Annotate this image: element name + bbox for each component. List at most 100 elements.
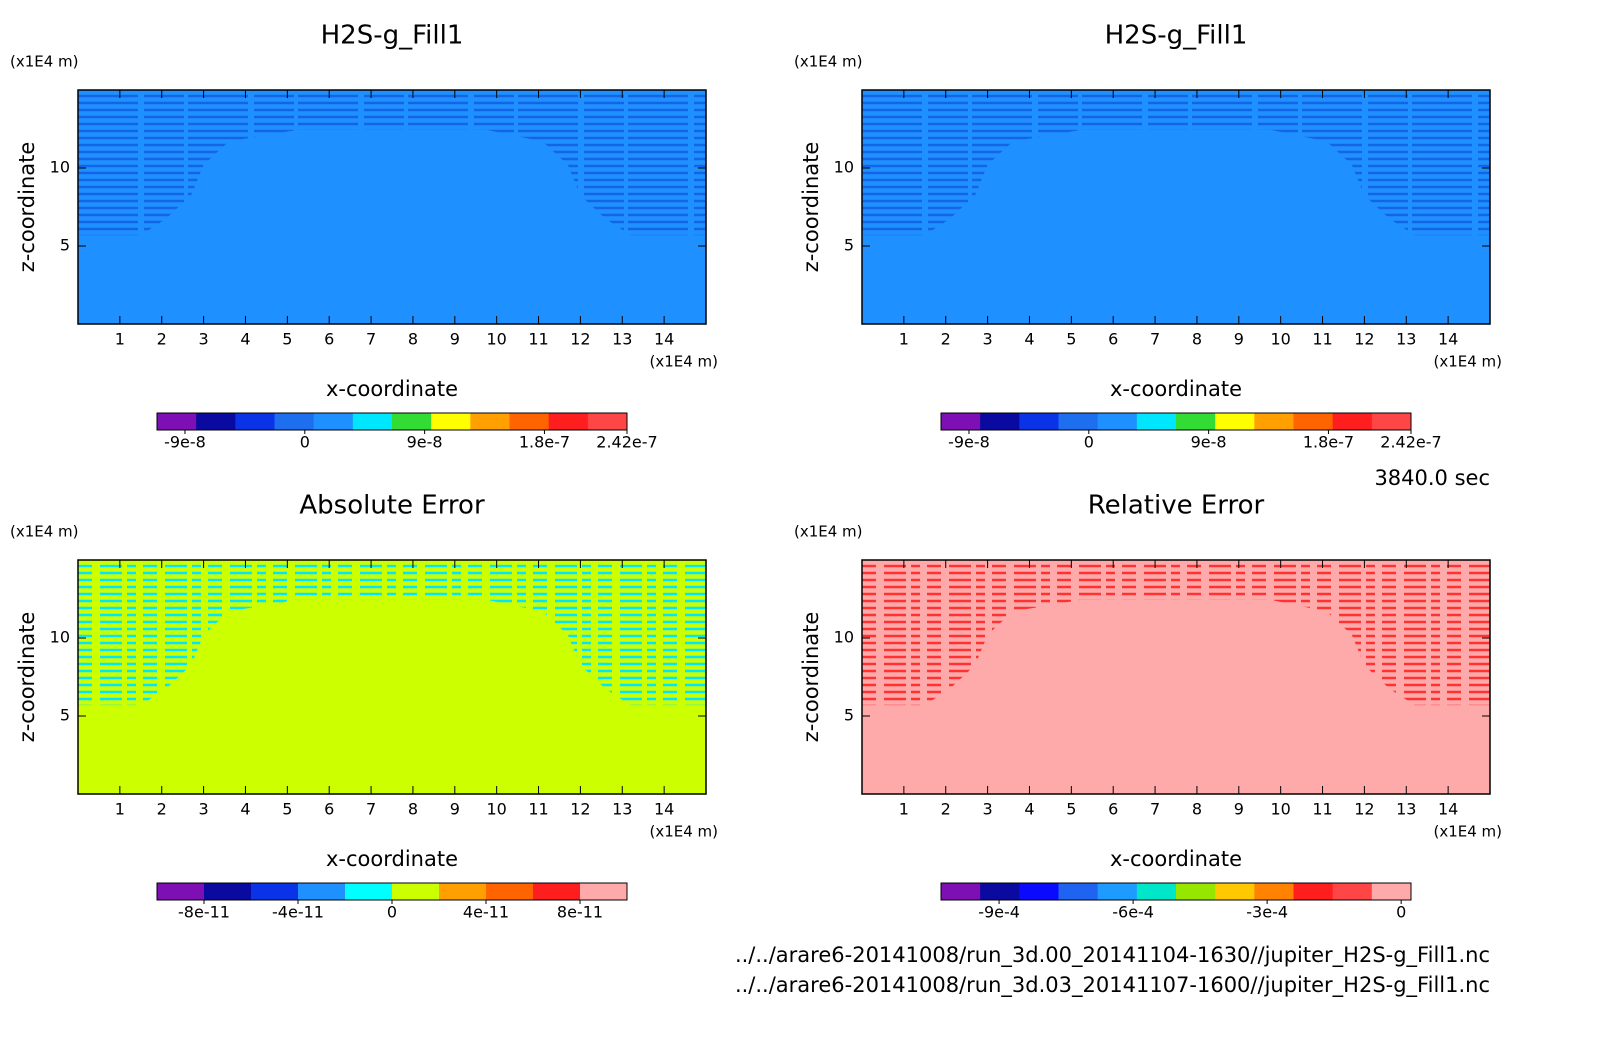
colorbar-cell [1293,883,1334,900]
panel: Relative Error (x1E4 m) (x1E4 m) x-coordina… [794,491,1502,922]
x-tick-label: 3 [199,800,209,819]
colorbar-tick-label: -4e-11 [272,903,324,922]
colorbar-tick-label: 9e-8 [407,433,443,452]
colorbar-tick-label: 1.8e-7 [1303,433,1354,452]
colorbar-tick-label: 8e-11 [557,903,603,922]
colorbar-cell [204,883,252,900]
x-tick-label: 5 [282,330,292,349]
colorbar-cell [439,883,487,900]
colorbar-cell [1097,883,1138,900]
colorbar-cell [1371,883,1412,900]
x-tick-label: 10 [486,800,506,819]
colorbar-cell [157,413,197,430]
colorbar-cell [392,883,440,900]
x-tick-label: 12 [570,330,590,349]
x-tick-label: 6 [1108,800,1118,819]
frame [861,89,1491,325]
x-tick-label: 13 [612,330,632,349]
x-tick-label: 5 [1066,800,1076,819]
colorbar-cell [431,413,471,430]
y-tick-label: 5 [844,236,854,255]
colorbar-cell [1176,883,1216,900]
colorbar-cell [580,883,628,900]
x-tick-label: 4 [1024,800,1034,819]
colorbar-frame [940,882,1412,901]
x-tick-label: 1 [115,330,125,349]
y-axis-label: z-coordinate [799,142,823,273]
x-tick-label: 14 [654,330,674,349]
file-path: ../../arare6-20141008/run_3d.03_20141107… [735,973,1490,998]
chart-title: Absolute Error [299,491,485,521]
y-tick-label: 10 [834,628,854,647]
x-tick-label: 8 [1192,800,1202,819]
colorbar-cell [1019,883,1059,900]
colorbar-frame [940,412,1412,431]
colorbar-cell [313,413,354,430]
x-tick-label: 12 [1354,330,1374,349]
x-tick-label: 3 [983,800,993,819]
colorbar-cell [392,413,432,430]
colorbar-tick-label: 1.8e-7 [519,433,570,452]
colorbar-cell [1332,883,1373,900]
colorbar-cell [157,883,205,900]
colorbar-cell [1019,413,1059,430]
colorbar-cell [1215,413,1255,430]
colorbar-tick-label: -6e-4 [1112,903,1154,922]
colorbar-cell [1058,883,1099,900]
y-axis-label: z-coordinate [799,612,823,743]
colorbar-tick-label: 2.42e-7 [1380,433,1441,452]
frame [77,89,707,325]
y-unit: (x1E4 m) [794,53,863,71]
x-tick-label: 10 [486,330,506,349]
x-tick-label: 2 [941,330,951,349]
y-tick-label: 10 [834,158,854,177]
colorbar-cell [1293,413,1334,430]
colorbar-cell [274,413,315,430]
colorbar-cell [980,413,1020,430]
y-tick-label: 5 [844,706,854,725]
x-tick-label: 5 [1066,330,1076,349]
colorbar-cell [1097,413,1138,430]
x-tick-label: 6 [324,800,334,819]
x-tick-label: 7 [366,330,376,349]
colorbar-cell [251,883,299,900]
colorbar-frame [156,412,628,431]
x-tick-label: 11 [528,800,548,819]
y-unit: (x1E4 m) [794,523,863,541]
colorbar-cell [196,413,236,430]
frame [861,559,1491,795]
x-axis-label: x-coordinate [326,377,458,401]
x-unit: (x1E4 m) [1433,353,1502,371]
x-tick-label: 7 [366,800,376,819]
x-tick-label: 9 [450,330,460,349]
x-tick-label: 1 [899,800,909,819]
colorbar-cell [941,413,981,430]
colorbar-cell [1136,413,1177,430]
y-unit: (x1E4 m) [10,53,79,71]
colorbar-cell [235,413,275,430]
x-tick-label: 6 [324,330,334,349]
x-tick-label: 4 [240,800,250,819]
colorbar-cell [941,883,981,900]
colorbar-tick-label: -9e-8 [164,433,206,452]
colorbar-tick-label: 0 [1084,433,1094,452]
x-tick-label: 1 [899,330,909,349]
y-tick-label: 10 [50,628,70,647]
x-tick-label: 9 [450,800,460,819]
x-tick-label: 10 [1270,330,1290,349]
colorbar-cell [548,413,589,430]
frame [77,559,707,795]
x-tick-label: 13 [1396,330,1416,349]
x-tick-label: 11 [1312,330,1332,349]
x-tick-label: 3 [199,330,209,349]
y-tick-label: 5 [60,236,70,255]
colorbar-cell [509,413,550,430]
chart-title: H2S-g_Fill1 [1105,21,1248,51]
colorbar-cell [486,883,534,900]
x-tick-label: 13 [1396,800,1416,819]
x-tick-label: 4 [1024,330,1034,349]
x-tick-label: 2 [157,330,167,349]
colorbar-tick-label: -9e-8 [948,433,990,452]
x-tick-label: 8 [1192,330,1202,349]
x-tick-label: 13 [612,800,632,819]
